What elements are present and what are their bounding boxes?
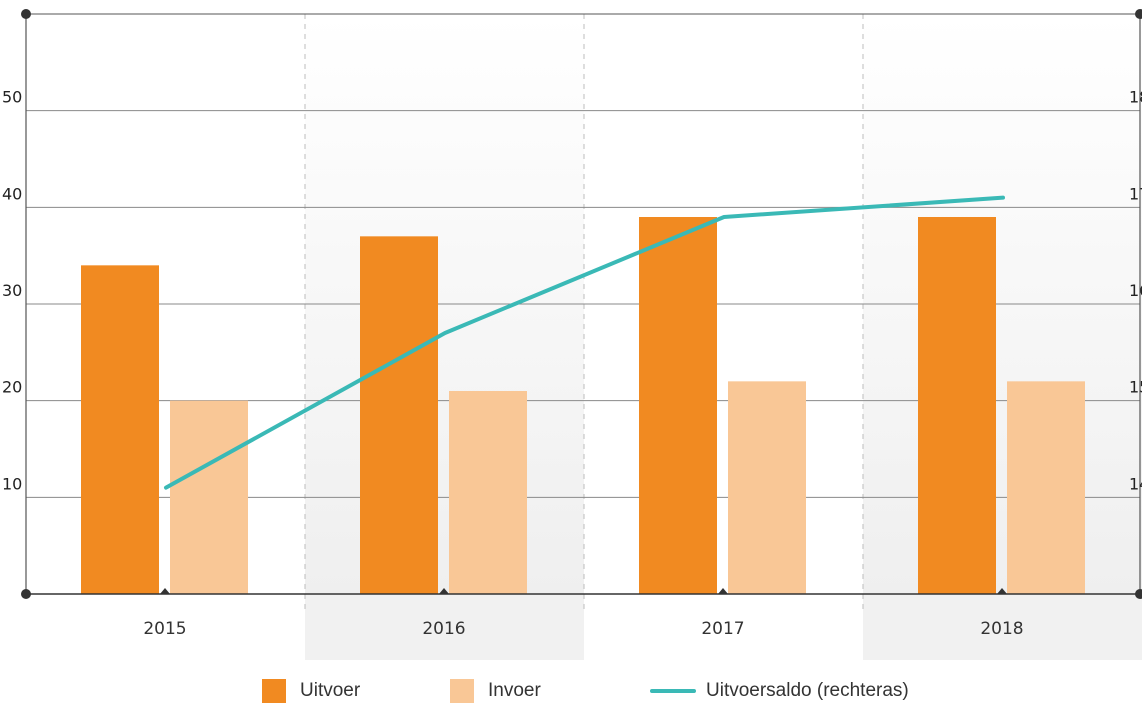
left-tick-label: 40 [2,184,22,203]
legend-item-uitvoersaldo: Uitvoersaldo (rechteras) [650,676,909,706]
legend-label-invoer: Invoer [488,680,541,702]
category-label-2017: 2017 [701,619,744,639]
legend-swatch-invoer [450,679,474,703]
left-tick-label: 30 [2,281,22,300]
legend-label-uitvoer: Uitvoer [300,680,360,702]
bar-invoer-2017 [728,381,806,594]
bar-invoer-2018 [1007,381,1085,594]
bar-uitvoer-2018 [918,217,996,594]
legend: Uitvoer Invoer Uitvoersaldo (rechteras) [0,676,1142,706]
left-axis-ticks: 10 20 30 40 50 [2,88,22,494]
right-tick-label: 18 [1129,88,1142,107]
bar-invoer-2016 [449,391,527,594]
x-axis-tick-marker [160,588,170,594]
bar-uitvoer-2015 [81,265,159,594]
bar-invoer-2015 [170,401,248,594]
left-tick-label: 10 [2,474,22,493]
right-tick-label: 16 [1129,281,1142,300]
bar-uitvoer-2017 [639,217,717,594]
right-tick-label: 17 [1129,184,1142,203]
x-axis-tick-marker [718,588,728,594]
legend-label-uitvoersaldo: Uitvoersaldo (rechteras) [706,680,909,702]
legend-swatch-uitvoersaldo [650,689,696,693]
legend-item-invoer: Invoer [450,676,541,706]
axis-corner-dot [21,589,31,599]
legend-item-uitvoer: Uitvoer [262,676,360,706]
left-tick-label: 20 [2,378,22,397]
right-tick-label: 14 [1129,474,1142,493]
legend-swatch-uitvoer [262,679,286,703]
category-label-2018: 2018 [980,619,1023,639]
category-label-2016: 2016 [422,619,465,639]
category-label-2015: 2015 [143,619,186,639]
bar-uitvoer-2016 [360,236,438,594]
axis-corner-dot [21,9,31,19]
left-tick-label: 50 [2,88,22,107]
right-tick-label: 15 [1129,378,1142,397]
